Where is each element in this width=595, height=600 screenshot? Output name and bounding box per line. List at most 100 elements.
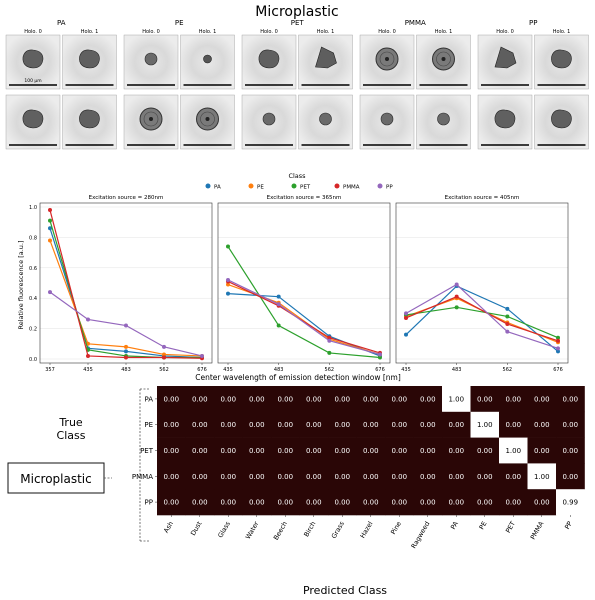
- panel-title: Excitation source = 405nm: [445, 195, 520, 201]
- data-point-pp: [162, 344, 166, 349]
- matrix-cell-value: 0.00: [477, 447, 493, 455]
- series-line-pa: [405, 285, 559, 352]
- col-label-dust: Dust: [189, 520, 204, 537]
- col-label-pine: Pine: [389, 520, 403, 536]
- matrix-cell: [271, 411, 300, 438]
- series-line-pa: [227, 293, 381, 357]
- matrix-cell: [214, 463, 243, 490]
- col-label-pmma: PMMA: [529, 520, 546, 541]
- matrix-cell: [214, 437, 243, 464]
- data-point-pa: [226, 291, 230, 296]
- data-point-pmma: [404, 315, 408, 320]
- y-tick-label: 0.8: [29, 235, 37, 241]
- matrix-cell-value: 1.00: [477, 421, 493, 429]
- matrix-cell: [356, 463, 386, 490]
- matrix-cell: [299, 437, 329, 464]
- matrix-cell: [385, 386, 414, 413]
- legend-marker-pmma: [334, 183, 340, 189]
- matrix-cell-value: 0.00: [420, 447, 436, 455]
- matrix-cell-value: 0.00: [448, 499, 464, 507]
- holo1-label: Holo. 1: [199, 29, 217, 35]
- data-point-pp: [226, 277, 230, 282]
- matrix-cell-value: 0.00: [163, 473, 179, 481]
- matrix-cell-value: 0.00: [163, 421, 179, 429]
- data-point-pp: [327, 338, 332, 343]
- matrix-cell-value: 0.00: [277, 395, 293, 403]
- data-point-pe: [162, 352, 166, 357]
- matrix-cell: [527, 386, 557, 413]
- scale-bar-label: 100 µm: [24, 78, 41, 84]
- matrix-cell: [299, 411, 329, 438]
- row-label-pa: PA: [144, 395, 153, 403]
- holo0-label: Holo. 0: [260, 29, 278, 35]
- data-point-pmma: [327, 335, 332, 340]
- row-label-pet: PET: [140, 447, 154, 455]
- data-point-pet: [327, 350, 332, 355]
- holo1-label: Holo. 1: [553, 29, 571, 35]
- matrix-cell: [157, 437, 186, 464]
- col-label-pe: PE: [478, 520, 489, 531]
- data-point-pp: [454, 282, 459, 287]
- holo-group-pp: PP Holo. 0 Holo. 1: [477, 19, 589, 150]
- col-label-pet: PET: [504, 520, 517, 534]
- legend-label-pet: PET: [300, 185, 311, 191]
- legend-marker-pa: [205, 183, 211, 189]
- matrix-cell: [242, 411, 272, 438]
- hologram-image: [298, 34, 353, 90]
- col-label-water: Water: [244, 520, 261, 541]
- x-tick-label: 562: [503, 367, 513, 373]
- matrix-cell: [499, 386, 528, 413]
- row-label-pp: PP: [145, 499, 153, 507]
- microplastic-box: [7, 462, 105, 494]
- legend-title: Class: [288, 172, 306, 180]
- matrix-cell: [185, 489, 215, 516]
- matrix-cell-value: 0.00: [306, 473, 322, 481]
- matrix-cell: [242, 386, 272, 413]
- matrix-cell: [413, 489, 443, 516]
- matrix-cell-value: 0.00: [391, 421, 407, 429]
- matrix-cell: [556, 437, 585, 464]
- matrix-cell-value: 0.00: [249, 499, 265, 507]
- holo0-label: Holo. 0: [378, 29, 396, 35]
- y-tick-label: 0.2: [29, 327, 37, 333]
- data-point-pa: [276, 294, 281, 299]
- matrix-cell-value: 0.00: [562, 395, 578, 403]
- matrix-cell-value: 0.00: [477, 473, 493, 481]
- matrix-cell: [413, 411, 443, 438]
- matrix-cell-value: 0.00: [363, 447, 379, 455]
- holo1-label: Holo. 1: [435, 29, 453, 35]
- col-label-ragweed: Ragweed: [410, 520, 432, 550]
- matrix-cell: [385, 463, 414, 490]
- data-point-pmma: [454, 294, 459, 299]
- legend-label-pe: PE: [257, 185, 264, 191]
- matrix-cell-value: 0.00: [534, 395, 550, 403]
- holo0-label: Holo. 0: [496, 29, 514, 35]
- matrix-cell: [157, 386, 186, 413]
- matrix-cell: [185, 411, 215, 438]
- data-point-pp: [378, 352, 382, 357]
- data-point-pmma: [48, 208, 52, 213]
- matrix-cell-value: 0.00: [192, 473, 208, 481]
- matrix-cell: [556, 489, 585, 516]
- data-point-pe: [48, 238, 52, 243]
- hologram-image: [180, 34, 235, 90]
- x-tick-label: 562: [159, 367, 169, 373]
- matrix-cell-value: 0.00: [277, 421, 293, 429]
- matrix-cell: [442, 437, 471, 464]
- hologram-image: [416, 34, 471, 90]
- matrix-cell: [242, 489, 272, 516]
- data-point-pa: [404, 332, 408, 337]
- confusion-matrix: PA 0.00 0.00 0.00 0.00 0.00 0.00 0.00 0.00 0.00 0.…: [132, 386, 585, 550]
- hologram-image: [477, 34, 533, 90]
- series-line-pmma: [405, 296, 559, 342]
- matrix-cell: [299, 386, 329, 413]
- matrix-cell-value: 0.00: [420, 395, 436, 403]
- y-tick-label: 0.4: [29, 296, 37, 302]
- matrix-cell: [242, 437, 272, 464]
- hologram-image: [241, 94, 297, 150]
- data-point-pet: [454, 305, 459, 310]
- matrix-cell: [271, 463, 300, 490]
- matrix-cell-value: 0.00: [391, 499, 407, 507]
- x-tick-label: 562: [325, 367, 335, 373]
- series-line-pp: [227, 279, 381, 356]
